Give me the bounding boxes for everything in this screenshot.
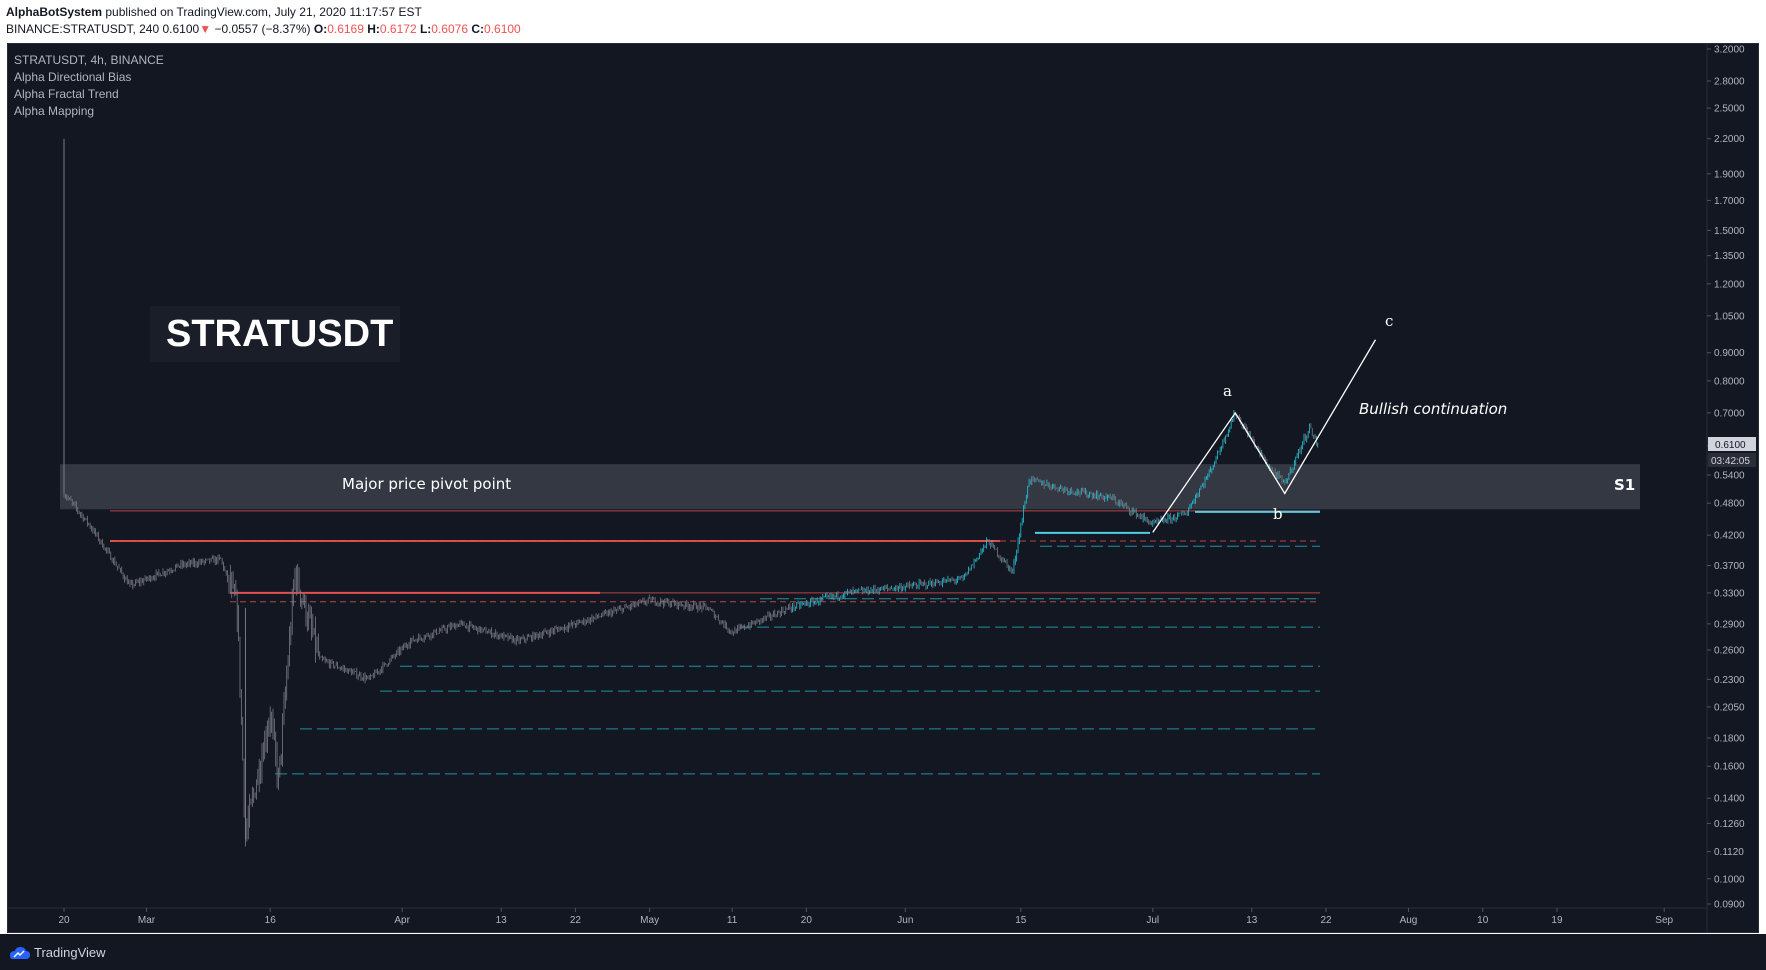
price-chart[interactable]: 3.2000 2.8000 2.5000 2.2000 1.9000 1.7000 1.50… — [0, 0, 1766, 934]
price-tick-label: 0.2600 — [1714, 646, 1745, 657]
cloud-logo-icon — [10, 946, 30, 959]
time-tick-label: 20 — [801, 915, 813, 926]
high-label: H: — [367, 22, 380, 36]
publish-line: AlphaBotSystem published on TradingView.… — [6, 5, 422, 19]
last-price: 0.6100 — [162, 22, 200, 36]
wave-label-c: c — [1385, 312, 1393, 330]
low-value: 0.6076 — [431, 22, 468, 36]
price-tick-label: 0.2900 — [1714, 619, 1745, 630]
price-tick-label: 0.7000 — [1714, 408, 1745, 419]
time-tick-label: 16 — [265, 915, 277, 926]
time-tick-label: Aug — [1400, 915, 1418, 926]
published-text: published on TradingView.com, July 21, 2… — [105, 5, 422, 19]
publish-header: AlphaBotSystem published on TradingView.… — [0, 0, 1766, 42]
time-tick-label: 19 — [1551, 915, 1563, 926]
pivot-zone-label: Major price pivot point — [342, 475, 511, 493]
price-tick-label: 0.3300 — [1714, 588, 1745, 599]
price-tick-label: 3.2000 — [1714, 45, 1745, 56]
brand-text: TradingView — [34, 945, 106, 960]
price-tick-label: 1.7000 — [1714, 196, 1745, 207]
price-tick-label: 0.2050 — [1714, 702, 1745, 713]
symbol-quote-line: BINANCE:STRATUSDT, 240 0.6100▼ −0.0557 (… — [6, 22, 521, 36]
time-tick-label: 20 — [58, 915, 70, 926]
price-axis[interactable]: 3.2000 2.8000 2.5000 2.2000 1.9000 1.7000 1.50… — [1707, 45, 1745, 911]
price-tick-label: 0.5400 — [1714, 471, 1745, 482]
price-tick-label: 0.1400 — [1714, 794, 1745, 805]
price-tick-label: 0.4800 — [1714, 499, 1745, 510]
open-label: O: — [313, 22, 328, 36]
legend-symbol[interactable]: STRATUSDT, 4h, BINANCE — [14, 53, 164, 67]
price-tick-label: 0.3700 — [1714, 561, 1745, 572]
time-tick-label: 11 — [727, 915, 738, 926]
price-tick-label: 2.5000 — [1714, 104, 1745, 115]
open-value: 0.6169 — [327, 22, 364, 36]
wave-label-a: a — [1223, 382, 1232, 400]
chart-legend: STRATUSDT, 4h, BINANCE Alpha Directional… — [14, 52, 164, 120]
time-tick-label: 13 — [1246, 915, 1258, 926]
legend-indicator[interactable]: Alpha Mapping — [14, 104, 95, 118]
bullish-annotation: Bullish continuation — [1359, 400, 1507, 418]
price-tick-label: 0.1800 — [1714, 734, 1745, 745]
countdown-value: 03:42:05 — [1711, 456, 1750, 467]
high-value: 0.6172 — [379, 22, 417, 36]
down-arrow-icon: ▼ — [199, 22, 212, 36]
current-price-value: 0.6100 — [1715, 440, 1746, 451]
price-tick-label: 1.9000 — [1714, 169, 1745, 180]
price-change: −0.0557 (−8.37%) — [214, 22, 311, 36]
abc-wave-line — [1152, 339, 1377, 533]
price-tick-label: 0.0900 — [1714, 900, 1745, 911]
price-tick-label: 0.9000 — [1714, 348, 1745, 359]
legend-indicator[interactable]: Alpha Fractal Trend — [14, 87, 119, 101]
price-tick-label: 2.2000 — [1714, 134, 1745, 145]
price-tick-label: 0.1600 — [1714, 762, 1745, 773]
time-axis[interactable]: 20 Mar 16 Apr 13 22 May 11 20 Jun 15 Jul 13 22 Aug 10 19… — [58, 908, 1674, 926]
wave-label-b: b — [1273, 505, 1283, 523]
price-tick-label: 0.1000 — [1714, 874, 1745, 885]
countdown-tag — [1708, 453, 1756, 467]
symbol-line: BINANCE:STRATUSDT, 240 — [6, 22, 160, 36]
price-tick-label: 1.5000 — [1714, 226, 1745, 237]
price-tick-label: 0.8000 — [1714, 376, 1745, 387]
time-tick-label: Jun — [897, 915, 913, 926]
footer-bar: TradingView — [0, 934, 1766, 970]
price-tick-label: 1.2000 — [1714, 279, 1745, 290]
close-value: 0.6100 — [484, 22, 521, 36]
pivot-zone-tag: S1 — [1614, 476, 1635, 494]
pivot-zone — [60, 464, 1640, 510]
current-price-tag — [1708, 437, 1756, 451]
time-tick-label: Jul — [1146, 915, 1159, 926]
tradingview-brand[interactable]: TradingView — [8, 945, 106, 960]
time-tick-label: Mar — [138, 915, 156, 926]
close-label: C: — [471, 22, 485, 36]
time-tick-label: 15 — [1015, 915, 1027, 926]
time-tick-label: May — [640, 915, 659, 926]
time-tick-label: 13 — [496, 915, 508, 926]
time-tick-label: 22 — [1320, 915, 1332, 926]
time-tick-label: 10 — [1477, 915, 1489, 926]
price-tick-label: 2.8000 — [1714, 76, 1745, 87]
price-tick-label: 0.1120 — [1714, 847, 1744, 858]
price-tick-label: 1.3500 — [1714, 251, 1745, 262]
time-tick-label: 22 — [570, 915, 582, 926]
title-box — [150, 306, 400, 362]
time-tick-label: Sep — [1655, 915, 1673, 926]
price-tick-label: 0.2300 — [1714, 675, 1745, 686]
publisher-name[interactable]: AlphaBotSystem — [6, 5, 103, 19]
time-tick-label: Apr — [394, 915, 410, 926]
chart-title: STRATUSDT — [166, 313, 393, 355]
price-tick-label: 0.1260 — [1714, 819, 1745, 830]
legend-indicator[interactable]: Alpha Directional Bias — [14, 70, 132, 84]
price-tick-label: 1.0500 — [1714, 311, 1745, 322]
low-label: L: — [419, 22, 432, 36]
price-tick-label: 0.4200 — [1714, 531, 1745, 542]
